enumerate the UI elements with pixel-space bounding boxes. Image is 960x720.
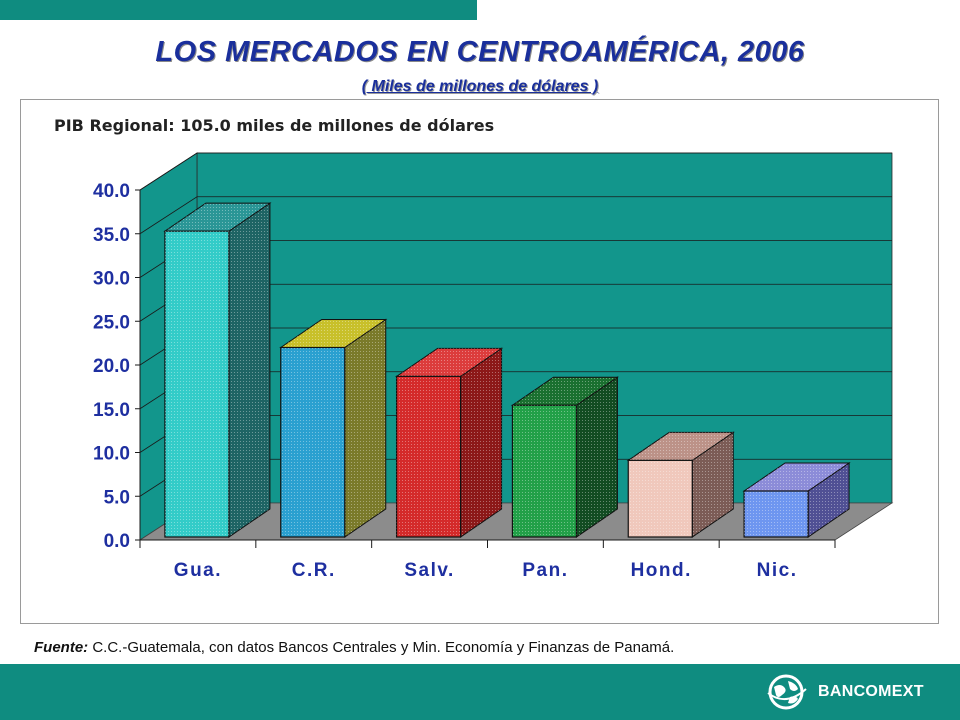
globe-icon (767, 674, 807, 710)
bar-top-texture (512, 377, 618, 406)
y-tick-label: 40.0 (93, 181, 130, 202)
bar-texture (744, 491, 809, 537)
bar-texture (280, 347, 345, 537)
source-label: Fuente: (34, 639, 89, 656)
bar-top-texture (396, 348, 502, 377)
source-text: C.C.-Guatemala, con datos Bancos Central… (88, 639, 675, 656)
y-tick-label: 25.0 (93, 312, 130, 333)
y-tick-label: 10.0 (93, 444, 130, 465)
bar-texture (628, 460, 693, 537)
y-tick-label: 0.0 (104, 531, 130, 552)
x-tick-label: Nic. (757, 560, 798, 581)
source-note: Fuente: C.C.-Guatemala, con datos Bancos… (34, 639, 674, 656)
page-subtitle: ( Miles de millones de dólares ) (361, 78, 599, 95)
x-tick-label: Pan. (522, 560, 568, 581)
logo-text: BANCOMEXT (818, 683, 924, 700)
x-tick-label: Salv. (404, 560, 454, 581)
bottom-accent-bar (0, 664, 960, 720)
bar-top-texture (280, 319, 386, 348)
y-tick-label: 15.0 (93, 400, 130, 421)
gridline (139, 196, 892, 235)
bar-side-texture (228, 203, 270, 537)
bar-top-texture (744, 463, 850, 491)
bar-side-texture (460, 348, 502, 537)
x-tick-label: Hond. (631, 560, 692, 581)
bar-side-texture (808, 463, 850, 537)
pib-regional-note: PIB Regional: 105.0 miles de millones de… (54, 116, 495, 135)
bar-side-texture (692, 432, 734, 537)
bancomext-logo: BANCOMEXT (766, 672, 924, 712)
page-title: LOS MERCADOS EN CENTROAMÉRICA, 2006 (155, 36, 805, 68)
bar-texture (512, 405, 577, 537)
bar-top-texture (628, 432, 734, 461)
bar-side-texture (576, 377, 618, 537)
x-tick-label: C.R. (292, 560, 336, 581)
bar-texture (396, 376, 461, 537)
top-accent-bar (0, 0, 477, 20)
bar-texture (164, 231, 229, 537)
bar-side-texture (344, 319, 386, 537)
gridline (139, 152, 892, 191)
bar-top-texture (164, 203, 270, 232)
y-tick-label: 20.0 (93, 356, 130, 377)
y-tick-label: 30.0 (93, 269, 130, 290)
y-tick-label: 5.0 (104, 487, 130, 508)
y-tick-label: 35.0 (93, 225, 130, 246)
x-tick-label: Gua. (174, 560, 222, 581)
